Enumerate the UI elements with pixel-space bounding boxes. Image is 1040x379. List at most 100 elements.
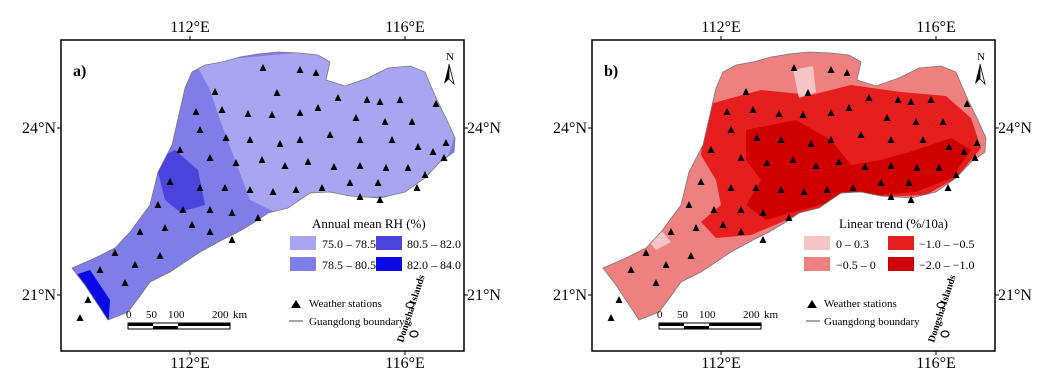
panel-b: b) N Linear trend (%/10a) 0 – 0.3 −0.5 –… [591,39,996,352]
station-marker [912,118,920,125]
island-icon [409,330,419,338]
station-marker [228,236,236,243]
station-marker [404,164,412,171]
station-marker [131,261,139,268]
station-marker [136,228,144,235]
class-label-2: −1.0 – −0.5 [919,237,975,251]
station-marker [179,206,187,213]
lon-label-top: 112°E [701,19,741,36]
station-marker [269,188,277,195]
boundary-label: Guangdong boundary [824,316,920,328]
scale-tick-50: 50 [677,309,689,321]
station-marker [723,108,731,115]
stations-label: Weather stations [309,298,382,310]
class-swatch-1 [290,257,316,271]
station-marker [273,89,281,96]
station-marker [228,209,236,216]
class-swatch-2 [376,236,402,250]
station-marker [944,184,952,191]
station-marker [421,171,429,178]
panel-label: b) [604,63,618,80]
station-marker [865,94,873,101]
station-marker [258,156,266,163]
island-icon [936,302,946,308]
lon-label-bottom: 112°E [170,355,210,372]
station-marker [382,164,390,171]
lat-label-left: 24°N [22,120,56,137]
station-marker [356,193,364,200]
scale-tick-200: 200 [212,309,229,321]
north-arrow: N [975,51,986,86]
station-marker [785,214,793,221]
station-marker [749,106,757,113]
station-marker [413,184,421,191]
station-marker [845,104,853,111]
station-marker [346,179,354,186]
class-label-1: −0.5 – 0 [836,258,876,272]
scale-tick-100: 100 [699,309,716,321]
class-label-1: 78.5 – 80.5 [322,258,376,272]
station-legend-icon [291,300,301,308]
station-marker [789,156,797,163]
station-marker [812,162,820,169]
station-marker [905,179,913,186]
station-marker [206,154,214,161]
station-marker [356,162,364,169]
lat-label-left: 21°N [553,287,587,304]
station-marker [268,111,276,118]
station-marker [84,296,92,303]
station-marker [945,143,953,150]
station-marker [607,314,615,321]
station-marker [963,100,971,107]
station-marker [804,89,812,96]
class-label-0: 75.0 – 78.5 [322,237,376,251]
lon-label-bottom: 112°E [701,355,741,372]
station-marker [887,136,895,143]
station-marker [192,108,200,115]
station-marker [800,188,808,195]
station-marker [827,109,835,116]
station-marker [222,134,230,141]
graticule-labels-a: 112°E 116°E 112°E 116°E 24°N 21°N 24°N 2… [22,19,501,372]
station-marker [312,69,320,76]
station-marker [281,162,289,169]
station-marker [326,131,334,138]
station-marker [861,163,869,170]
class-swatch-0 [804,236,830,250]
boundary-label: Guangdong boundary [309,316,405,328]
station-marker [742,88,750,95]
station-marker [935,164,943,171]
station-marker [727,126,735,133]
station-marker [374,179,382,186]
lat-label-left: 21°N [22,287,56,304]
station-marker [823,186,831,193]
station-marker [627,266,635,273]
station-marker [363,96,371,103]
station-marker [907,196,915,203]
station-marker [790,64,798,71]
station-marker [166,178,174,185]
station-marker [121,279,129,286]
station-marker [211,88,219,95]
lat-label-right: 21°N [998,287,1032,304]
station-marker [206,206,214,213]
station-marker [952,171,960,178]
legend: Linear trend (%/10a) 0 – 0.3 −0.5 – 0 −1… [804,216,975,328]
station-marker [221,184,229,191]
station-marker [777,186,785,193]
station-marker [318,184,326,191]
station-marker [432,100,440,107]
north-label: N [446,51,454,63]
station-marker [232,159,240,166]
class-swatch-0 [290,236,316,250]
legend-title: Linear trend (%/10a) [839,216,948,231]
class-swatch-3 [888,257,914,271]
island-icon [940,330,950,338]
station-marker [246,136,254,143]
class-swatch-3 [376,257,402,271]
station-marker [156,252,164,259]
lat-label-right: 24°N [467,120,501,137]
scale-bar: 0 50 100 200 km [657,309,779,330]
station-marker [429,148,437,155]
